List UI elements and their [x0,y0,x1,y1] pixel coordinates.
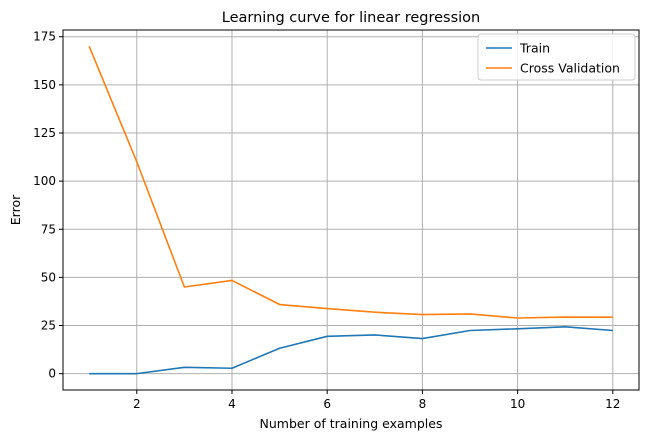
y-tick-label: 75 [41,222,56,236]
series-lines [88,46,613,375]
x-tick-label: 4 [228,397,236,411]
y-tick-label: 50 [41,270,56,284]
x-tick-label: 2 [133,397,141,411]
legend-entry-label: Train [519,41,550,56]
x-tick-label: 8 [419,397,427,411]
x-tick-label: 6 [323,397,331,411]
y-tick-label: 175 [33,30,56,44]
y-tick-label: 0 [48,367,56,381]
series-line-cross-validation [88,46,613,319]
legend: Train Cross Validation [477,33,636,81]
legend-box [477,33,636,81]
series-line-train [89,326,613,375]
y-axis-label: Error [8,194,23,225]
y-tick-label: 125 [33,126,56,140]
x-tick-label: 10 [510,397,525,411]
axis-ticks: 2 4 6 8 10 12 0 25 50 75 100 125 150 175 [33,30,620,411]
x-axis-label: Number of training examples [260,416,443,431]
y-tick-label: 150 [33,78,56,92]
chart-title: Learning curve for linear regression [222,10,481,26]
x-tick-label: 12 [605,397,620,411]
y-tick-label: 100 [33,174,56,188]
y-tick-label: 25 [41,319,56,333]
plot-area-frame [62,29,640,391]
legend-entry-label: Cross Validation [520,61,620,76]
